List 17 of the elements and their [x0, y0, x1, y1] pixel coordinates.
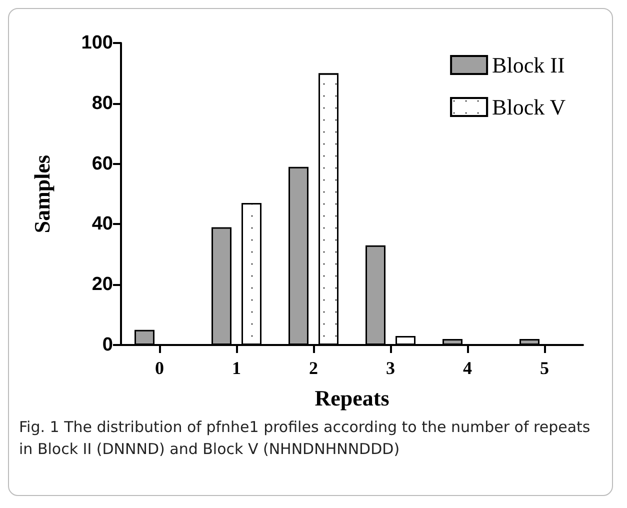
legend-label: Block V: [492, 94, 566, 120]
x-tick-label: 1: [232, 358, 241, 378]
y-axis-title: Samples: [30, 154, 54, 234]
x-tick-label: 4: [463, 358, 472, 378]
x-tick-label: 2: [309, 358, 318, 378]
y-tick-label: 100: [81, 32, 113, 54]
x-axis-title: Repeats: [314, 386, 390, 410]
legend-label: Block II: [492, 52, 565, 78]
caption: Fig. 1 The distribution of pfnhe1 profiles according to the number of repeats in Block II (DNNND) and Block V (NHNDNHNNDDD): [18, 417, 592, 460]
y-tick-label: 60: [92, 153, 113, 174]
x-tick-label: 0: [155, 358, 164, 378]
y-tick-label: 80: [92, 92, 113, 114]
x-tick-label: 5: [540, 358, 549, 378]
x-tick-label: 3: [386, 358, 395, 378]
y-tick-label: 40: [92, 214, 113, 235]
y-tick-label: 20: [92, 274, 113, 296]
y-tick-label: 0: [102, 334, 113, 356]
